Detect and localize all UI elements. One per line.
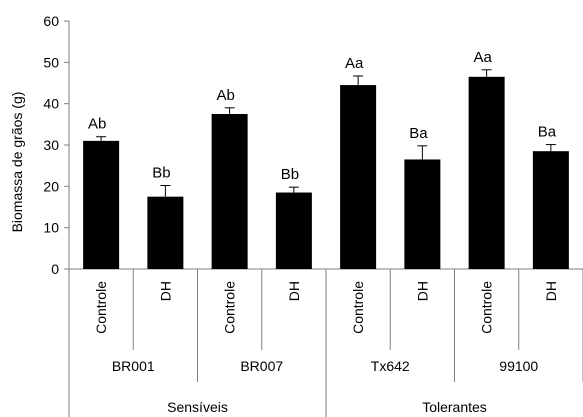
- x-tick-label: DH: [157, 281, 173, 301]
- x-tick-label: DH: [286, 281, 302, 301]
- significance-label: Ba: [538, 124, 557, 141]
- significance-label: Aa: [345, 55, 364, 72]
- significance-label: Ab: [216, 87, 234, 104]
- x-tick-label: DH: [414, 281, 430, 301]
- x-tick-label: DH: [543, 281, 559, 301]
- bar: [340, 85, 377, 269]
- genotype-label: Tx642: [371, 358, 410, 374]
- x-tick-label: Controle: [222, 281, 238, 334]
- bar: [147, 196, 184, 269]
- x-tick-label: Controle: [93, 281, 109, 334]
- group-label: Sensíveis: [167, 399, 228, 415]
- significance-label: Bb: [152, 165, 170, 182]
- significance-label: Ab: [88, 116, 106, 133]
- bar: [275, 192, 312, 269]
- y-tick-label: 60: [43, 13, 59, 29]
- genotype-label: BR007: [240, 358, 283, 374]
- bar: [83, 140, 120, 269]
- significance-label: Bb: [281, 166, 299, 183]
- x-tick-label: Controle: [350, 281, 366, 334]
- bar: [404, 159, 441, 269]
- significance-label: Ba: [409, 125, 428, 142]
- bar: [211, 114, 248, 269]
- genotype-label: BR001: [112, 358, 155, 374]
- x-tick-label: Controle: [479, 281, 495, 334]
- genotype-label: 99100: [499, 358, 538, 374]
- y-tick-label: 50: [43, 54, 59, 70]
- significance-label: Aa: [473, 49, 492, 66]
- bar: [468, 76, 505, 269]
- y-tick-label: 0: [51, 261, 59, 277]
- y-tick-label: 30: [43, 137, 59, 153]
- bar: [532, 151, 569, 269]
- axis-layer: 0 10 20 30 40 50 60: [43, 13, 583, 417]
- y-tick-label: 10: [43, 220, 59, 236]
- y-tick-label: 20: [43, 178, 59, 194]
- labels-layer: Ab Controle Bb DH Ab Controle Bb DH Aa Controle Ba…: [88, 49, 559, 415]
- y-tick-label: 40: [43, 96, 59, 112]
- group-label: Tolerantes: [422, 399, 487, 415]
- y-axis-title: Biomassa de grãos (g): [9, 92, 25, 233]
- bars-layer: [83, 69, 569, 269]
